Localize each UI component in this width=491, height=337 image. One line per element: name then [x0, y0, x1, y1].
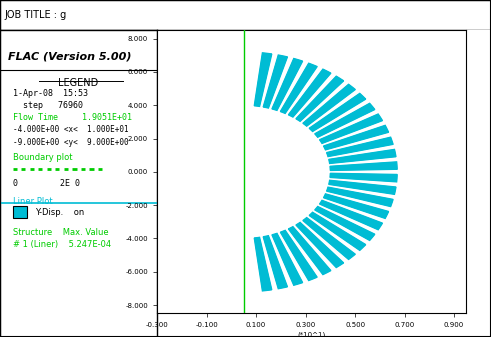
Text: # 1 (Liner)    5.247E-04: # 1 (Liner) 5.247E-04	[13, 240, 110, 249]
Polygon shape	[309, 93, 366, 131]
Polygon shape	[263, 236, 287, 289]
Text: -4.000E+00 <x<  1.000E+01: -4.000E+00 <x< 1.000E+01	[13, 125, 128, 134]
Polygon shape	[254, 53, 272, 106]
Text: Structure    Max. Value: Structure Max. Value	[13, 228, 108, 237]
Polygon shape	[324, 194, 388, 218]
Text: step   76960: step 76960	[13, 101, 82, 110]
Polygon shape	[272, 234, 302, 285]
Polygon shape	[315, 207, 375, 240]
Polygon shape	[254, 237, 272, 291]
Text: 0: 0	[13, 179, 18, 188]
Polygon shape	[263, 55, 287, 108]
Text: LEGEND: LEGEND	[58, 78, 99, 88]
Text: Boundary plot: Boundary plot	[13, 153, 72, 162]
Polygon shape	[280, 231, 317, 280]
FancyBboxPatch shape	[13, 206, 27, 218]
Polygon shape	[296, 76, 344, 121]
Polygon shape	[324, 125, 388, 150]
Polygon shape	[329, 149, 396, 163]
Polygon shape	[280, 63, 317, 113]
Text: JOB TITLE : g: JOB TITLE : g	[5, 10, 67, 20]
Polygon shape	[288, 69, 331, 117]
Text: FLAC (Version 5.00): FLAC (Version 5.00)	[8, 52, 132, 62]
Polygon shape	[327, 137, 393, 157]
Polygon shape	[330, 162, 397, 171]
Polygon shape	[320, 201, 382, 230]
Polygon shape	[327, 187, 393, 207]
Polygon shape	[320, 114, 382, 143]
Polygon shape	[330, 173, 397, 182]
Text: -9.000E+00 <y<  9.000E+00: -9.000E+00 <y< 9.000E+00	[13, 137, 128, 147]
Polygon shape	[296, 222, 344, 268]
Text: Liner Plot: Liner Plot	[13, 197, 52, 207]
Text: Flow Time: Flow Time	[13, 113, 57, 122]
Polygon shape	[303, 84, 355, 126]
Polygon shape	[329, 180, 396, 194]
Polygon shape	[303, 218, 355, 259]
Polygon shape	[288, 227, 331, 275]
Text: 1.9051E+01: 1.9051E+01	[82, 113, 132, 122]
Text: Y-Disp.    on: Y-Disp. on	[34, 208, 84, 217]
Text: 1-Apr-08  15:53: 1-Apr-08 15:53	[13, 89, 87, 98]
Text: 2E 0: 2E 0	[60, 179, 80, 188]
X-axis label: (*10^1): (*10^1)	[298, 331, 326, 337]
Polygon shape	[309, 212, 366, 250]
Polygon shape	[315, 103, 375, 137]
Polygon shape	[272, 59, 302, 110]
